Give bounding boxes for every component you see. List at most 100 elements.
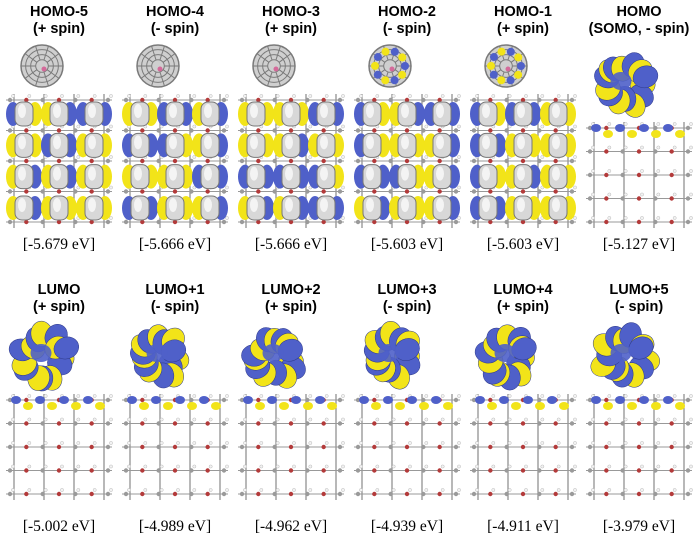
- orbital-label: HOMO (SOMO, - spin): [582, 4, 696, 38]
- orbital-name: HOMO: [616, 4, 662, 20]
- orbital-energy: [-5.666 eV]: [138, 236, 212, 253]
- orbital-spin: (+ spin): [265, 299, 317, 315]
- interface-lobe: [199, 396, 209, 404]
- orbital-panel: LUMO+2 (+ spin) [-4.962 eV]: [234, 272, 348, 542]
- orbital-isosurface: [354, 44, 461, 228]
- interface-lobe: [243, 396, 253, 404]
- orbital-panel: HOMO-5 (+ spin) [-5.679 eV]: [2, 0, 116, 270]
- interface-lobe: [59, 396, 69, 404]
- fullerene-cage: [241, 327, 306, 389]
- interface-lobe: [35, 396, 45, 404]
- fullerene-cage: [474, 324, 537, 391]
- cage-lobe: [398, 70, 407, 79]
- orbital-energy: [-5.127 eV]: [602, 236, 676, 253]
- cage-lobe: [401, 62, 409, 70]
- orbital-name: LUMO+2: [261, 282, 321, 298]
- slab-lattice: [6, 394, 113, 500]
- slab-orbital-lobes: [122, 101, 228, 221]
- interface-lobe: [627, 130, 637, 138]
- cage-lobe: [373, 70, 382, 79]
- slab-orbital-lobes: [354, 101, 460, 221]
- slab-lattice: [470, 394, 577, 500]
- interface-lobe: [499, 396, 509, 404]
- orbital-name: HOMO-5: [30, 4, 88, 20]
- orbital-energy: [-5.002 eV]: [22, 518, 96, 535]
- interface-lobe: [675, 402, 685, 410]
- cage-lobe: [506, 76, 515, 85]
- interface-lobe: [127, 396, 137, 404]
- interface-lobe: [615, 124, 625, 132]
- interface-lobe: [395, 402, 405, 410]
- interface-lobe: [83, 396, 93, 404]
- interface-lobe: [267, 396, 277, 404]
- cage-lobe: [514, 70, 523, 79]
- interface-lobe: [559, 402, 569, 410]
- orbital-panel: HOMO-3 (+ spin) [-5.666 eV]: [234, 0, 348, 270]
- cage-lobe: [497, 76, 506, 85]
- fullerene-cage: [20, 44, 64, 88]
- interface-lobe: [187, 402, 197, 410]
- orbital-label: HOMO-1 (+ spin): [466, 4, 580, 38]
- interface-lobe: [615, 396, 625, 404]
- interface-lobe: [591, 124, 601, 132]
- orbital-label: LUMO+1 (- spin): [118, 282, 232, 316]
- slab-orbital-lobes: [470, 101, 576, 221]
- slab-orbital-lobes: [238, 101, 344, 221]
- orbital-spin: (+ spin): [33, 299, 85, 315]
- orbital-name: LUMO+5: [609, 282, 669, 298]
- interface-lobe: [627, 402, 637, 410]
- orbital-panel: LUMO (+ spin) [-5.002 eV]: [2, 272, 116, 542]
- slab-orbital-lobes: [6, 101, 112, 221]
- orbital-label: HOMO-5 (+ spin): [2, 4, 116, 38]
- orbital-energy: [-5.603 eV]: [486, 236, 560, 253]
- fullerene-cage: [130, 324, 190, 389]
- interface-lobe: [359, 396, 369, 404]
- cage-lobe: [371, 61, 380, 70]
- interface-lobe: [383, 396, 393, 404]
- fullerene-cage: [590, 322, 660, 388]
- orbital-energy: [-5.666 eV]: [254, 236, 328, 253]
- cage-lobe: [487, 61, 496, 70]
- cage-lobe: [390, 47, 399, 56]
- orbital-label: HOMO-4 (- spin): [118, 4, 232, 38]
- interface-lobe: [475, 396, 485, 404]
- interface-lobe: [523, 396, 533, 404]
- interface-lobe: [291, 396, 301, 404]
- interface-lobe: [279, 402, 289, 410]
- interface-lobe: [327, 402, 337, 410]
- interface-lobe: [175, 396, 185, 404]
- orbital-isosurface: [586, 322, 693, 500]
- interface-lobe: [407, 396, 417, 404]
- orbital-name: HOMO-4: [146, 4, 204, 20]
- cage-lobe: [398, 53, 407, 62]
- orbital-spin: (+ spin): [265, 21, 317, 37]
- cage-lobe: [381, 47, 390, 56]
- orbital-isosurface: [122, 324, 229, 500]
- interface-lobe: [603, 402, 613, 410]
- orbital-panel: HOMO (SOMO, - spin) [-5.127 eV]: [582, 0, 696, 270]
- interface-lobe: [535, 402, 545, 410]
- orbital-isosurface: [354, 321, 461, 500]
- cage-lobe: [506, 47, 515, 56]
- interface-lobe: [663, 124, 673, 132]
- slab-lattice: [586, 394, 693, 500]
- interface-lobe: [639, 124, 649, 132]
- interface-lobe: [315, 396, 325, 404]
- orbital-name: HOMO-1: [494, 4, 552, 20]
- orbital-name: HOMO-3: [262, 4, 320, 20]
- interface-lobe: [303, 402, 313, 410]
- interface-lobe: [663, 396, 673, 404]
- orbital-energy: [-4.939 eV]: [370, 518, 444, 535]
- interface-lobe: [139, 402, 149, 410]
- slab-lattice: [586, 122, 693, 228]
- orbital-name: LUMO+1: [145, 282, 205, 298]
- interface-lobe: [547, 396, 557, 404]
- cage-lobe: [489, 70, 498, 79]
- orbital-energy: [-4.962 eV]: [254, 518, 328, 535]
- interface-lobe: [651, 130, 661, 138]
- cage-lobe: [497, 47, 506, 56]
- orbital-isosurface: [470, 324, 577, 500]
- orbital-isosurface: [6, 44, 113, 228]
- interface-lobe: [675, 130, 685, 138]
